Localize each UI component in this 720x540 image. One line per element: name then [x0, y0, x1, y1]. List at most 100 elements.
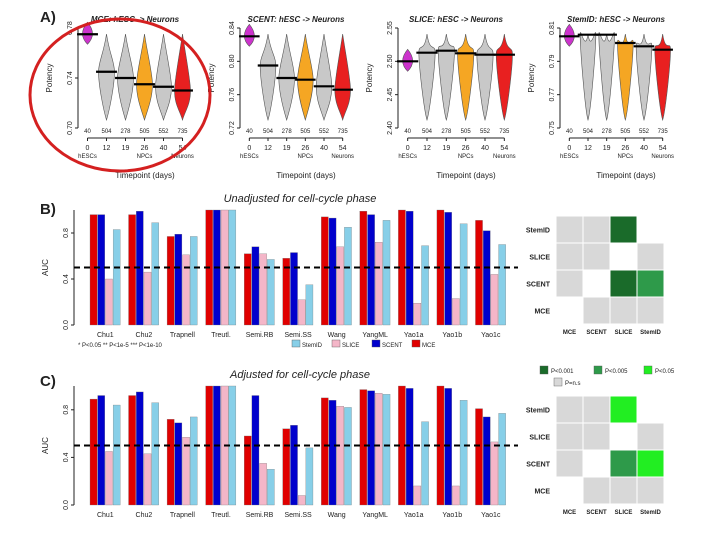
- bar: [452, 298, 460, 326]
- heatmap-col-label: StemID: [640, 330, 661, 336]
- group-label-neurons: Neurons: [651, 154, 674, 160]
- violin-ytick-label: 0.72: [229, 121, 236, 135]
- violin-count: 505: [620, 129, 631, 135]
- violin-count: 40: [404, 129, 411, 135]
- bar-xtick-label: Yao1c: [481, 332, 501, 339]
- bar: [105, 278, 113, 326]
- bar: [136, 391, 144, 506]
- bar: [328, 400, 337, 506]
- bar: [112, 229, 121, 326]
- heatmap-cell: [582, 269, 611, 298]
- group-label-npcs: NPCs: [297, 154, 313, 160]
- group-label-neurons: Neurons: [171, 154, 194, 160]
- bar: [151, 402, 159, 506]
- violin-xtick-label: 19: [603, 145, 611, 152]
- heat-legend-swatch: [539, 365, 549, 375]
- violin-ytick-label: 0.77: [549, 88, 556, 102]
- significance-note: * P<0.05 ** P<1e-5 *** P<1e-10: [78, 343, 163, 349]
- violin-xtick-label: 12: [103, 145, 111, 152]
- bar: [297, 299, 306, 326]
- bar: [251, 246, 260, 326]
- violin-count: 40: [566, 129, 573, 135]
- heatmap-cell: [555, 296, 584, 325]
- violin-shape: [437, 33, 455, 122]
- heatmap-cell: [636, 269, 665, 298]
- heatmap-cell: [555, 395, 584, 424]
- bar: [483, 230, 491, 326]
- violin-shape: [315, 33, 333, 122]
- bar-xtick-label: Chu2: [136, 332, 153, 339]
- violin-ytick-label: 0.75: [549, 121, 556, 135]
- bar-chart-title: Adjusted for cell-cycle phase: [229, 369, 370, 381]
- violin-shape: [98, 33, 115, 122]
- bar: [143, 271, 152, 326]
- violin-shape: [598, 32, 615, 122]
- violin-ytick-label: 0.80: [229, 54, 236, 68]
- bar-ytick-label: 0.0: [63, 320, 70, 330]
- violin-count: 278: [282, 129, 293, 135]
- violin-shape: [418, 33, 436, 122]
- bar: [490, 441, 499, 506]
- violin-shape: [259, 33, 277, 122]
- violin-count: 552: [158, 129, 169, 135]
- violin-ytick-label: 0.78: [67, 21, 74, 35]
- bar-xtick-label: Semi.RB: [246, 332, 274, 339]
- violin-xtick-label: 0: [86, 145, 90, 152]
- violin-shape: [174, 33, 191, 122]
- group-label-hescs: hESCs: [560, 154, 579, 160]
- bar-xtick-label: Treutl.: [211, 332, 231, 339]
- bar-xtick-label: Chu1: [97, 332, 114, 339]
- bar-xtick-label: Chu2: [136, 512, 153, 519]
- heatmap-cell: [636, 242, 665, 271]
- bar-xtick-label: Trapnell: [170, 332, 195, 339]
- heatmap-cell: [582, 449, 611, 478]
- heatmap-cell: [636, 449, 665, 478]
- bar: [405, 388, 414, 506]
- violin-count: 278: [120, 129, 131, 135]
- heatmap-cell: [582, 296, 611, 325]
- bar-chart-title: Unadjusted for cell-cycle phase: [224, 193, 377, 205]
- heatmap-row-label: SCENT: [526, 462, 550, 469]
- bar: [375, 392, 383, 506]
- bar: [251, 395, 260, 506]
- violin-xtick-label: 54: [500, 145, 508, 152]
- group-label-npcs: NPCs: [458, 154, 474, 160]
- group-label-hescs: hESCs: [240, 154, 259, 160]
- violin-shape: [136, 33, 153, 122]
- bar: [459, 400, 468, 506]
- bar: [382, 220, 391, 326]
- bar-xtick-label: Yao1c: [481, 512, 501, 519]
- violin-count: 735: [338, 129, 349, 135]
- violin-count: 552: [639, 129, 650, 135]
- heatmap-cell: [609, 242, 638, 271]
- violin-xtick-label: 0: [247, 145, 251, 152]
- heatmap-col-label: MCE: [563, 510, 576, 516]
- bar: [112, 404, 121, 506]
- violin-count: 40: [84, 129, 91, 135]
- violin-xtick-label: 0: [567, 145, 571, 152]
- group-label-neurons: Neurons: [331, 154, 354, 160]
- bar-ytick-label: 0.8: [63, 228, 70, 238]
- bar: [89, 398, 98, 506]
- heatmap-cell: [582, 422, 611, 451]
- bar-chart-adjusted: Adjusted for cell-cycle phase 0.0 0.4 0.8 AU…: [41, 369, 518, 519]
- bar-xtick-label: Semi.RB: [246, 512, 274, 519]
- heatmap-row-label: MCE: [534, 309, 550, 316]
- violin-xlabel: Timepoint (days): [436, 171, 496, 180]
- violin-xtick-label: 19: [442, 145, 450, 152]
- violin-count: 504: [583, 129, 594, 135]
- bar: [421, 421, 429, 506]
- violin-ytick-label: 0.76: [229, 88, 236, 102]
- violin-xtick-label: 54: [659, 145, 667, 152]
- heatmap-cell: [609, 422, 638, 451]
- violin-title: StemID: hESC -> Neurons: [567, 15, 666, 24]
- bar: [97, 214, 105, 326]
- heatmap-col-label: MCE: [563, 330, 576, 336]
- bar: [282, 428, 290, 506]
- bar: [336, 406, 344, 506]
- violin-xtick-label: 12: [264, 145, 272, 152]
- violin-count: 40: [246, 129, 253, 135]
- violin-shape: [155, 33, 172, 122]
- violin-ytick-label: 2.50: [387, 54, 394, 68]
- bar: [305, 447, 314, 506]
